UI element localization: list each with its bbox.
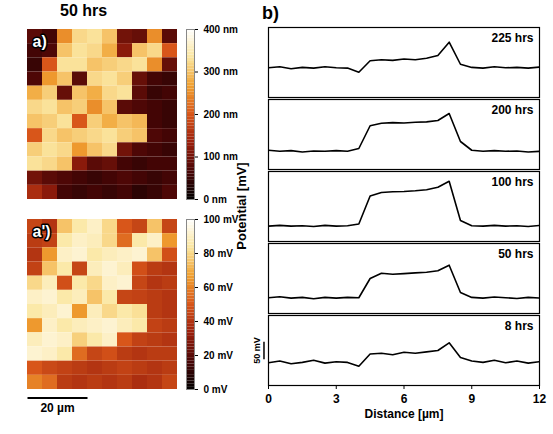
html-text:Potential [mV]: Potential [mV] xyxy=(234,162,249,250)
svg-text:0: 0 xyxy=(265,392,272,406)
svg-text:0 mV: 0 mV xyxy=(204,384,228,394)
svg-text:60 mV: 60 mV xyxy=(204,282,234,293)
svg-text:12: 12 xyxy=(533,392,547,406)
svg-text:400 nm: 400 nm xyxy=(204,24,239,35)
svg-text:9: 9 xyxy=(468,392,475,406)
svg-text:40 mV: 40 mV xyxy=(204,316,234,327)
svg-text:3: 3 xyxy=(333,392,340,406)
svg-text:200 hrs: 200 hrs xyxy=(491,103,533,117)
svg-text:300 nm: 300 nm xyxy=(204,66,239,77)
svg-text:50 mV: 50 mV xyxy=(252,337,262,364)
svg-text:6: 6 xyxy=(401,392,408,406)
svg-text:100 nm: 100 nm xyxy=(204,151,239,162)
svg-text:0 nm: 0 nm xyxy=(204,194,227,204)
svg-text:100 mV: 100 mV xyxy=(204,214,239,225)
svg-text:200 nm: 200 nm xyxy=(204,109,239,120)
svg-text:8 hrs: 8 hrs xyxy=(505,319,534,333)
svg-text:80 mV: 80 mV xyxy=(204,248,234,259)
svg-text:20 µm: 20 µm xyxy=(40,401,74,415)
svg-text:Distance [µm]: Distance [µm] xyxy=(365,407,444,421)
html-text:b): b) xyxy=(262,3,279,23)
svg-text:225 hrs: 225 hrs xyxy=(491,31,533,45)
html-text:50 hrs: 50 hrs xyxy=(60,2,108,19)
svg-text:20 mV: 20 mV xyxy=(204,350,234,361)
svg-text:100 hrs: 100 hrs xyxy=(491,175,533,189)
svg-text:a): a) xyxy=(33,33,47,50)
svg-text:50 hrs: 50 hrs xyxy=(498,247,534,261)
svg-text:a'): a') xyxy=(33,223,51,240)
